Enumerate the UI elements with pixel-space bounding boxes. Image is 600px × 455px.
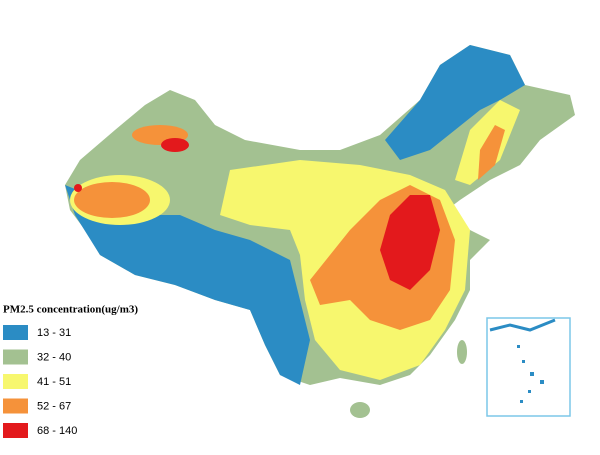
legend: 13 - 31 32 - 40 41 - 51 52 - 67 68 - 140 — [3, 325, 77, 438]
island — [457, 340, 467, 364]
legend-label: 13 - 31 — [37, 327, 71, 339]
legend-label: 32 - 40 — [37, 351, 71, 363]
region-low — [385, 45, 525, 160]
inset-frame — [486, 317, 571, 417]
region-very-high — [74, 184, 82, 192]
legend-swatch — [3, 325, 28, 340]
region-low — [65, 185, 310, 385]
legend-swatch — [3, 349, 28, 365]
region-very-high — [380, 195, 440, 290]
region-high — [478, 125, 505, 180]
island — [350, 402, 370, 418]
legend-swatch — [3, 374, 28, 389]
china-map — [65, 45, 575, 418]
legend-label: 41 - 51 — [37, 376, 71, 388]
legend-title: PM2.5 concentration(ug/m3) — [3, 304, 138, 316]
inset-islands — [517, 345, 544, 403]
legend-swatch — [3, 423, 28, 438]
region-very-high — [161, 138, 189, 152]
legend-label: 68 - 140 — [37, 425, 77, 437]
legend-label: 52 - 67 — [37, 400, 71, 412]
region-high — [74, 182, 150, 218]
legend-swatch — [3, 398, 28, 414]
inset-coast — [489, 318, 556, 332]
